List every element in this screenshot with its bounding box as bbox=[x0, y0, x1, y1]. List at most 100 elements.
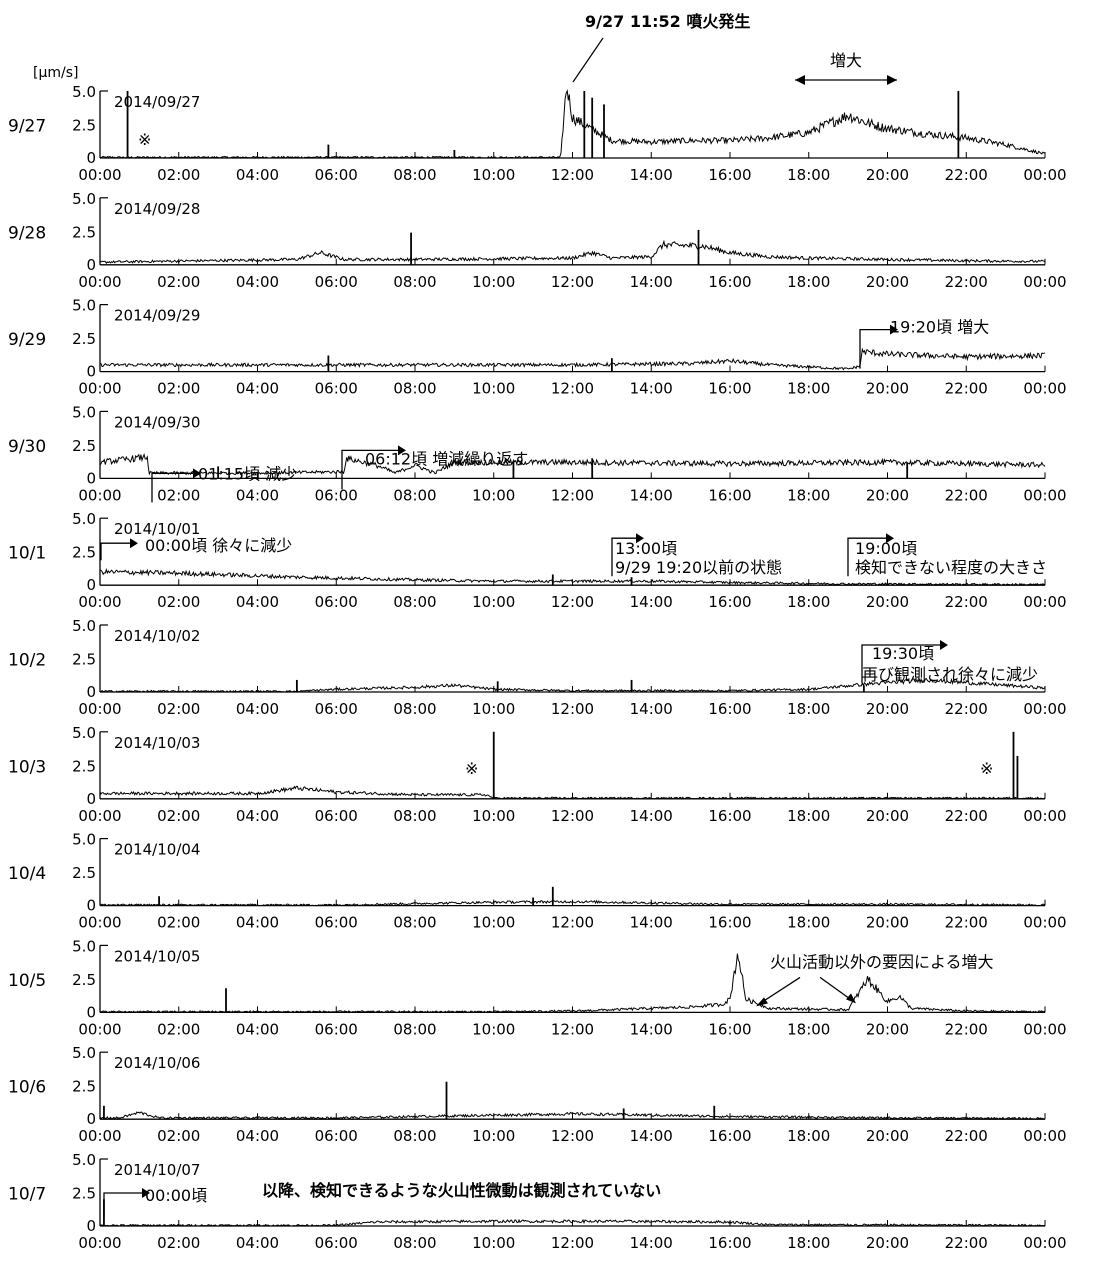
x-tick-label: 14:00 bbox=[630, 1234, 673, 1252]
waveform-line bbox=[99, 453, 1046, 476]
x-tick-label: 22:00 bbox=[945, 273, 988, 291]
x-tick-label: 12:00 bbox=[551, 1020, 594, 1038]
x-tick-label: 08:00 bbox=[393, 166, 436, 184]
x-tick-label: 00:00 bbox=[78, 273, 121, 291]
day-label: 10/3 bbox=[8, 757, 46, 777]
increase-arrow bbox=[795, 75, 897, 85]
x-tick-label: 22:00 bbox=[945, 1127, 988, 1145]
annotation-text: 火山活動以外の要因による増大 bbox=[770, 952, 994, 971]
x-tick-label: 02:00 bbox=[157, 1127, 200, 1145]
panel-10-2: 5.0 2.5 0 10/2 00:00 02:00 04:00 06:00 08:00 10:0… bbox=[8, 617, 1067, 718]
y-tick-label: 0 bbox=[86, 1003, 96, 1021]
x-tick-label: 14:00 bbox=[630, 593, 673, 611]
x-tick-label: 02:00 bbox=[157, 1020, 200, 1038]
x-tick-label: 06:00 bbox=[315, 1234, 358, 1252]
waveform-line bbox=[99, 899, 1046, 907]
x-tick-label: 14:00 bbox=[630, 914, 673, 932]
annotation-text: 19:20頃 増大 bbox=[890, 318, 989, 337]
annotation-text: 再び観測され徐々に減少 bbox=[862, 665, 1038, 684]
x-tick-label: 12:00 bbox=[551, 486, 594, 504]
annotation-arrow bbox=[861, 644, 940, 683]
x-tick-label: 06:00 bbox=[315, 166, 358, 184]
x-tick-label: 04:00 bbox=[236, 807, 279, 825]
x-tick-label: 14:00 bbox=[630, 486, 673, 504]
x-tick-label: 12:00 bbox=[551, 593, 594, 611]
day-label: 10/7 bbox=[8, 1185, 46, 1205]
x-tick-label: 06:00 bbox=[315, 914, 358, 932]
x-tick-label: 04:00 bbox=[236, 486, 279, 504]
date-label: 2014/09/30 bbox=[114, 413, 200, 431]
y-tick-label: 5.0 bbox=[72, 937, 96, 955]
y-tick-label: 5.0 bbox=[72, 297, 96, 315]
annotation-text: 以降、検知できるような火山性微動は観測されていない bbox=[262, 1181, 661, 1200]
increase-label: 増大 bbox=[830, 51, 862, 70]
annotation-arrow bbox=[103, 1192, 142, 1217]
x-tick-label: 14:00 bbox=[630, 807, 673, 825]
x-tick-label: 10:00 bbox=[472, 807, 515, 825]
x-tick-label: 18:00 bbox=[787, 166, 830, 184]
x-tick-label: 02:00 bbox=[157, 273, 200, 291]
y-tick-label: 2.5 bbox=[72, 651, 96, 669]
waveform-line bbox=[99, 347, 1046, 371]
x-tick-label: 10:00 bbox=[472, 1020, 515, 1038]
x-tick-label: 22:00 bbox=[945, 807, 988, 825]
x-tick-label: 00:00 bbox=[78, 1234, 121, 1252]
unit-label: [µm/s] bbox=[33, 65, 78, 81]
x-tick-label: 20:00 bbox=[866, 1234, 909, 1252]
x-tick-label: 22:00 bbox=[945, 486, 988, 504]
x-tick-label: 00:00 bbox=[78, 914, 121, 932]
y-tick-label: 0 bbox=[86, 790, 96, 808]
panel-10-1: 5.0 2.5 0 10/1 00:00 02:00 04:00 06:00 08:00 10:0… bbox=[8, 510, 1067, 611]
y-tick-label: 0 bbox=[86, 683, 96, 701]
x-tick-label: 16:00 bbox=[708, 700, 751, 718]
x-tick-label: 10:00 bbox=[472, 914, 515, 932]
panel-10-4: 5.0 2.5 0 10/4 00:00 02:00 04:00 06:00 08:00 10:0… bbox=[8, 831, 1067, 932]
date-label: 2014/10/07 bbox=[114, 1161, 200, 1179]
waveform-line bbox=[99, 239, 1046, 264]
x-tick-label: 04:00 bbox=[236, 1020, 279, 1038]
panel-9-28: 5.0 2.5 0 9/28 00:00 02:00 04:00 06:00 08:00 10:0… bbox=[8, 190, 1067, 291]
x-tick-label: 00:00 bbox=[1023, 1234, 1066, 1252]
x-tick-label: 04:00 bbox=[236, 166, 279, 184]
x-tick-label: 04:00 bbox=[236, 273, 279, 291]
x-tick-label: 12:00 bbox=[551, 1234, 594, 1252]
panel-10-3: 5.0 2.5 0 10/3 00:00 02:00 04:00 06:00 08:00 10:0… bbox=[8, 724, 1067, 825]
x-tick-label: 00:00 bbox=[1023, 1127, 1066, 1145]
note-mark: ※ bbox=[138, 130, 151, 149]
panel-9-30: 5.0 2.5 0 9/30 00:00 02:00 04:00 06:00 08:00 10:0… bbox=[8, 403, 1067, 504]
x-tick-label: 00:00 bbox=[1023, 914, 1066, 932]
x-tick-label: 04:00 bbox=[236, 914, 279, 932]
panel-9-29: 5.0 2.5 0 9/29 00:00 02:00 04:00 06:00 08:00 10:0… bbox=[8, 297, 1067, 398]
x-tick-label: 12:00 bbox=[551, 807, 594, 825]
annotation-arrow bbox=[151, 472, 193, 503]
arrow-head bbox=[193, 468, 201, 479]
arrow-head bbox=[846, 993, 856, 1004]
x-tick-label: 18:00 bbox=[787, 700, 830, 718]
day-label: 10/1 bbox=[8, 544, 46, 564]
x-tick-label: 20:00 bbox=[866, 593, 909, 611]
x-tick-label: 18:00 bbox=[787, 1234, 830, 1252]
arrow-head bbox=[886, 533, 894, 544]
annotation-text: 00:00頃 徐々に減少 bbox=[145, 536, 292, 555]
x-tick-label: 10:00 bbox=[472, 380, 515, 398]
day-label: 10/2 bbox=[8, 651, 46, 671]
x-tick-label: 14:00 bbox=[630, 380, 673, 398]
y-tick-label: 5.0 bbox=[72, 617, 96, 635]
x-tick-label: 00:00 bbox=[78, 807, 121, 825]
x-tick-label: 02:00 bbox=[157, 1234, 200, 1252]
annotation-text: 19:00頃 bbox=[855, 539, 917, 558]
x-tick-label: 18:00 bbox=[787, 914, 830, 932]
x-tick-label: 00:00 bbox=[1023, 166, 1066, 184]
panels: 5.0 2.5 0 9/27 00:00 02:00 04:00 06:00 08:00 10:0… bbox=[8, 83, 1067, 1252]
x-tick-label: 08:00 bbox=[393, 1020, 436, 1038]
x-tick-label: 14:00 bbox=[630, 273, 673, 291]
x-tick-label: 22:00 bbox=[945, 914, 988, 932]
x-tick-label: 18:00 bbox=[787, 1020, 830, 1038]
x-tick-label: 16:00 bbox=[708, 914, 751, 932]
annotation-text: ※ bbox=[980, 759, 993, 778]
date-label: 2014/10/01 bbox=[114, 520, 200, 538]
x-tick-label: 02:00 bbox=[157, 166, 200, 184]
x-tick-label: 18:00 bbox=[787, 807, 830, 825]
y-tick-label: 5.0 bbox=[72, 1044, 96, 1062]
